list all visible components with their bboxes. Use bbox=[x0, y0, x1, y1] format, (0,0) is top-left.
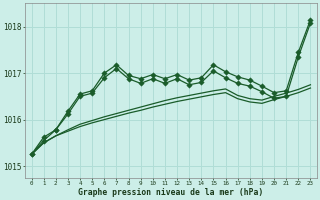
X-axis label: Graphe pression niveau de la mer (hPa): Graphe pression niveau de la mer (hPa) bbox=[78, 188, 264, 197]
